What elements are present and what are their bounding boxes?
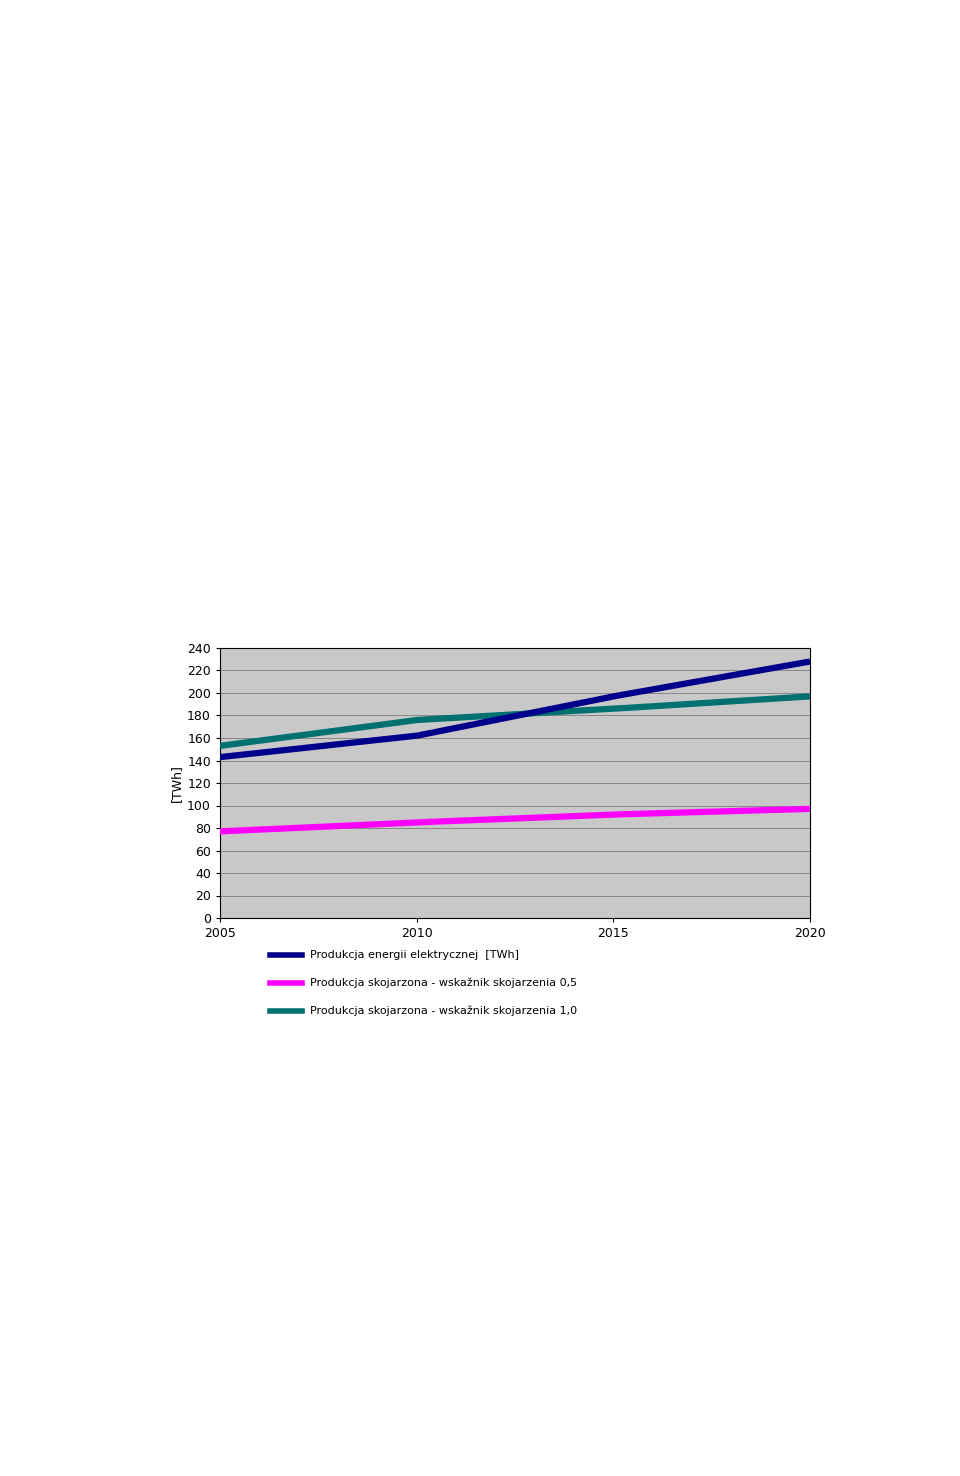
- Text: Produkcja skojarzona - wskažnik skojarzenia 0,5: Produkcja skojarzona - wskažnik skojarze…: [310, 977, 577, 989]
- Text: Produkcja energii elektrycznej  [TWh]: Produkcja energii elektrycznej [TWh]: [310, 951, 519, 959]
- Text: Produkcja skojarzona - wskažnik skojarzenia 1,0: Produkcja skojarzona - wskažnik skojarze…: [310, 1005, 577, 1017]
- Y-axis label: [TWh]: [TWh]: [170, 765, 183, 801]
